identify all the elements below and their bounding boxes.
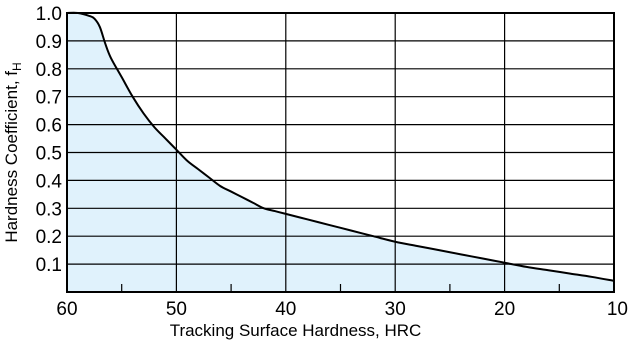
y-tick-label: 0.9 <box>36 32 62 53</box>
y-tick-label: 0.4 <box>36 171 63 192</box>
y-tick-label: 0.5 <box>36 144 62 165</box>
x-tick-label: 50 <box>166 299 187 320</box>
x-tick-label: 60 <box>56 299 77 320</box>
plot-frame <box>66 12 615 293</box>
y-tick-labels: 0.1 0.2 0.3 0.4 0.5 0.6 0.7 0.8 0.9 1.0 <box>36 4 63 276</box>
series-line <box>66 11 615 282</box>
x-tick-label: 30 <box>385 299 406 320</box>
x-tick-label: 40 <box>275 299 296 320</box>
y-tick-label: 0.3 <box>36 199 62 220</box>
y-tick-label: 0.1 <box>36 255 62 276</box>
y-tick-label: 1.0 <box>36 4 62 25</box>
y-tick-label: 0.8 <box>36 60 62 81</box>
y-axis-title-main: Hardness Coefficient, f <box>2 71 21 243</box>
plot-frame-layer <box>66 12 615 293</box>
y-axis-title: Hardness Coefficient, fH <box>2 62 24 242</box>
y-tick-label: 0.7 <box>36 88 62 109</box>
area-fill <box>67 12 614 293</box>
area-fill-layer <box>67 12 614 293</box>
y-tick-label: 0.2 <box>36 227 62 248</box>
y-axis-title-subscript: H <box>10 62 24 71</box>
y-tick-label: 0.6 <box>36 116 62 137</box>
x-tick-labels: 60 50 40 30 20 10 <box>56 299 628 320</box>
grid-layer <box>67 13 614 292</box>
x-tick-label: 10 <box>607 299 628 320</box>
x-tick-label: 20 <box>494 299 515 320</box>
x-axis-title: Tracking Surface Hardness, HRC <box>170 321 422 340</box>
series-line-layer <box>66 11 615 282</box>
